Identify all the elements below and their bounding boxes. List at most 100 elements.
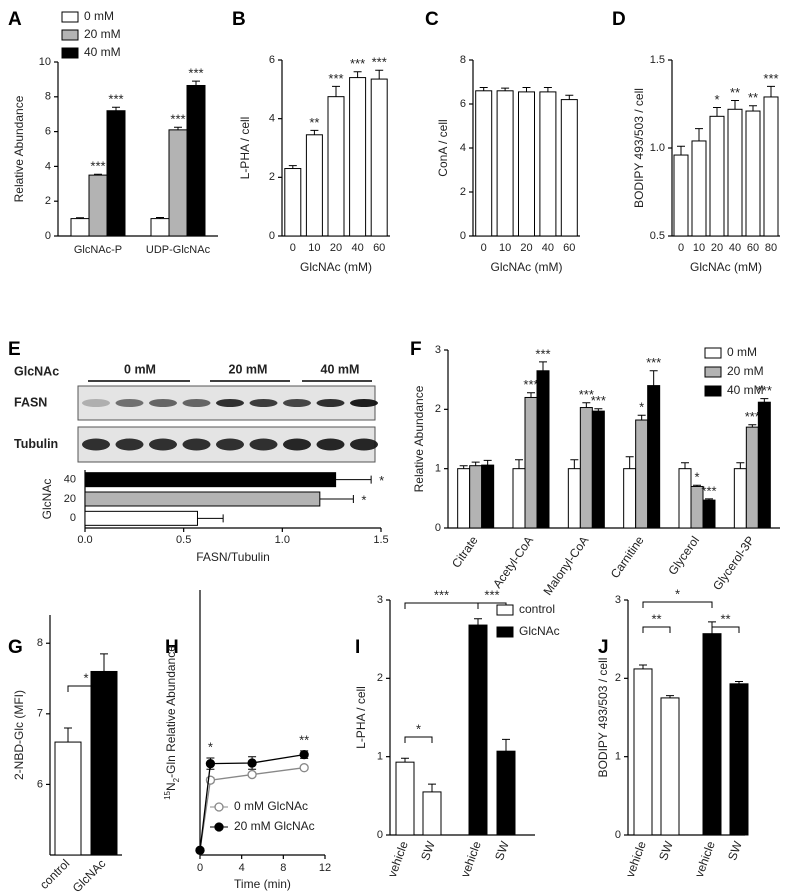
- error-bar: [625, 456, 634, 469]
- legend-swatch: [704, 366, 722, 378]
- x-tick-label: 4: [239, 862, 245, 874]
- significance-label: ***: [591, 393, 606, 408]
- bar: [305, 134, 323, 237]
- legend-swatch: [61, 47, 79, 59]
- significance-label: ***: [434, 587, 449, 602]
- y-tick-label: 10: [39, 56, 51, 68]
- x-tick-label: 0: [197, 862, 203, 874]
- x-tick-label: 40: [729, 242, 741, 254]
- error-bar: [582, 402, 591, 408]
- x-tick-label: vehicle: [458, 839, 484, 879]
- blot-band: [316, 438, 345, 451]
- error-bar: [479, 87, 488, 91]
- y-tick-label: 2: [269, 171, 275, 183]
- error-bar: [332, 85, 340, 97]
- bar: [84, 510, 198, 526]
- bar: [623, 468, 637, 529]
- error-bar: [693, 484, 701, 487]
- panel-label: J: [598, 637, 609, 658]
- bar: [168, 129, 188, 237]
- significance-label: **: [720, 611, 730, 626]
- y-tick-label: 4: [269, 113, 275, 125]
- x-axis-label: GlcNAc (mM): [491, 260, 563, 274]
- y-tick-label: 8: [460, 54, 466, 66]
- error-bar: [565, 94, 574, 100]
- x-tick-label: 12: [319, 862, 331, 874]
- bar: [370, 78, 388, 237]
- blot-band: [149, 438, 177, 451]
- bar: [524, 396, 538, 529]
- error-bar: [639, 664, 647, 669]
- x-tick-label: UDP-GlcNAc: [146, 244, 211, 256]
- series-line: [199, 753, 305, 851]
- y-tick-label: 7: [37, 708, 43, 720]
- bar: [468, 624, 488, 836]
- y-axis-label: L-PHA / cell: [354, 686, 368, 749]
- bar: [395, 761, 415, 836]
- y-tick-label: 6: [45, 126, 51, 138]
- panel-label: G: [8, 637, 23, 658]
- y-axis-label: 2-NBD-Glc (MFI): [12, 690, 26, 780]
- bar: [691, 140, 707, 237]
- significance-label: ***: [523, 377, 538, 392]
- x-tick-label: Glycerol-3P: [710, 534, 757, 593]
- bar: [88, 174, 108, 237]
- panel-label: E: [8, 339, 21, 360]
- x-tick-label: vehicle: [385, 839, 411, 879]
- error-bar: [319, 495, 354, 503]
- x-tick-label: vehicle: [692, 839, 718, 879]
- panel-label: I: [355, 637, 360, 658]
- x-tick-label: Citrate: [449, 533, 481, 570]
- x-tick-label: 0.0: [77, 534, 92, 546]
- y-axis-label: 15N2-Gln Relative Abundance: [163, 645, 181, 800]
- significance-label: ***: [108, 92, 123, 107]
- blot-row-label: Tubulin: [14, 437, 58, 451]
- significance-label: ***: [90, 159, 105, 174]
- blot-band: [249, 399, 278, 407]
- legend-label: 20 mM: [727, 364, 764, 378]
- bar: [284, 168, 302, 237]
- blot-band: [283, 399, 311, 407]
- y-tick-label: 0: [269, 230, 275, 242]
- significance-label: ***: [757, 383, 772, 398]
- x-tick-label: 1.0: [275, 534, 290, 546]
- x-tick-label: 0: [290, 242, 296, 254]
- bar: [727, 108, 743, 237]
- bar: [481, 464, 495, 529]
- label-text: N: [164, 782, 178, 791]
- x-tick-label: 60: [563, 242, 575, 254]
- error-bar: [401, 757, 409, 763]
- error-bar: [527, 392, 535, 398]
- error-bar: [310, 129, 319, 135]
- panel-label: B: [232, 9, 246, 30]
- legend-swatch: [496, 604, 514, 616]
- legend-label: 20 mM GlcNAc: [234, 819, 315, 833]
- bar: [660, 697, 680, 836]
- significance-label: ***: [579, 387, 594, 402]
- significance-label: *: [694, 470, 699, 485]
- y-tick-label: 1: [615, 751, 621, 763]
- bar: [150, 218, 170, 237]
- bar: [579, 407, 593, 529]
- blot-band: [350, 438, 378, 451]
- y-tick-label: 3: [615, 594, 621, 606]
- bar: [763, 96, 779, 237]
- y-tick-label: 3: [435, 344, 441, 356]
- y-tick-label: 4: [45, 160, 51, 172]
- x-tick-label: 20: [711, 242, 723, 254]
- bar: [70, 218, 90, 237]
- error-bar: [501, 87, 510, 91]
- panel-label: C: [425, 9, 439, 30]
- x-tick-label: Malonyl-CoA: [541, 534, 592, 598]
- x-tick-label: Carnitine: [608, 533, 647, 581]
- legend-label: 0 mM: [727, 345, 757, 359]
- comparison-bracket: [67, 685, 105, 692]
- x-axis-label: FASN/Tubulin: [196, 550, 270, 564]
- significance-label: **: [730, 85, 740, 100]
- error-bar: [64, 727, 72, 743]
- x-tick-label: SW: [725, 839, 745, 863]
- series-line: [199, 767, 305, 851]
- legend-label: 40 mM: [727, 383, 764, 397]
- comparison-bracket: [642, 626, 671, 633]
- x-tick-label: 10: [499, 242, 511, 254]
